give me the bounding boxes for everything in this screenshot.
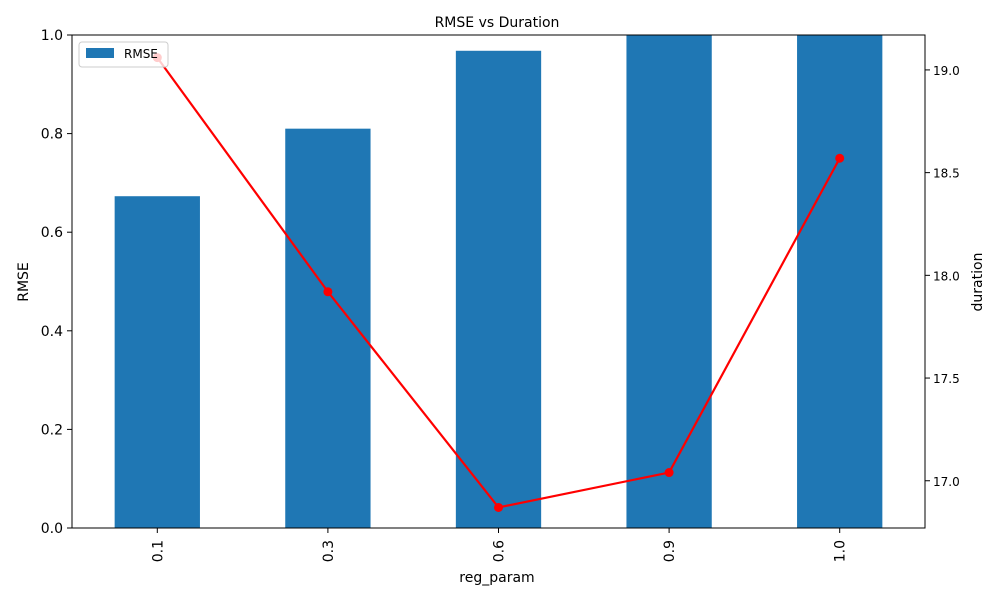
y-axis-left: 0.0 0.2 0.4 0.6 0.8 1.0: [41, 28, 72, 537]
bars-layer: [114, 35, 883, 529]
duration-point: [323, 287, 333, 297]
duration-point: [835, 153, 845, 163]
y-tick-label: 0.0: [41, 521, 63, 537]
legend-label-rmse: RMSE: [124, 47, 158, 61]
y2-tick-label: 17.0: [933, 475, 960, 489]
y-tick-label: 1.0: [41, 28, 63, 44]
y-tick-label: 0.4: [41, 324, 63, 340]
chart-title: RMSE vs Duration: [435, 15, 560, 31]
y-axis-right: 17.0 17.5 18.0 18.5 19.0: [925, 64, 960, 489]
y-tick-label: 0.2: [41, 422, 63, 438]
y2-tick-label: 18.5: [933, 167, 960, 181]
legend: RMSE: [78, 41, 169, 68]
y2-tick-label: 17.5: [933, 372, 960, 386]
y-axis-label: RMSE: [16, 262, 32, 302]
x-tick-label: 0.1: [150, 540, 166, 562]
x-tick-label: 0.6: [492, 540, 508, 562]
x-tick-label: 1.0: [833, 540, 849, 562]
y2-tick-label: 19.0: [933, 64, 960, 78]
y-tick-label: 0.6: [41, 225, 63, 241]
rmse-bar: [626, 35, 712, 528]
duration-point: [664, 468, 674, 478]
rmse-bar: [114, 196, 200, 528]
y-tick-label: 0.8: [41, 127, 63, 143]
y2-tick-label: 18.0: [933, 269, 960, 283]
rmse-bar: [455, 50, 542, 528]
legend-swatch-rmse: [86, 48, 114, 58]
rmse-bar: [797, 35, 883, 528]
x-tick-label: 0.3: [321, 540, 337, 562]
x-axis: 0.1 0.3 0.6 0.9 1.0: [150, 528, 849, 562]
duration-point: [494, 502, 503, 512]
y2-axis-label: duration: [970, 253, 986, 312]
x-axis-label: reg_param: [459, 570, 534, 586]
x-tick-label: 0.9: [662, 540, 678, 562]
